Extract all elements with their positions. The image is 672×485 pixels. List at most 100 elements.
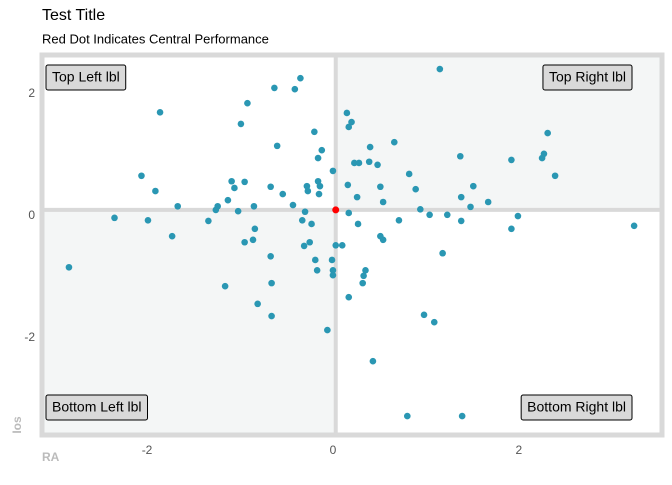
- point: [144, 216, 152, 224]
- point: [251, 225, 259, 233]
- x-tick-label: 2: [516, 443, 523, 457]
- point: [65, 263, 73, 271]
- point: [345, 209, 353, 217]
- point: [353, 193, 361, 201]
- point: [300, 242, 308, 250]
- point: [329, 167, 337, 175]
- point: [484, 198, 492, 206]
- point: [457, 193, 465, 201]
- point: [405, 170, 413, 178]
- quadrant-label-box: [542, 64, 633, 91]
- y-tick-label: 2: [28, 86, 35, 100]
- point: [249, 236, 257, 244]
- x-tick-label: -2: [142, 443, 153, 457]
- quadrant-label: Bottom Left lbl: [45, 394, 148, 421]
- point: [374, 161, 381, 169]
- point: [457, 217, 465, 225]
- point: [630, 222, 638, 230]
- point: [304, 187, 312, 195]
- point: [267, 183, 274, 191]
- quadrant-label-text: Top Left lbl: [52, 69, 120, 85]
- point: [377, 183, 384, 191]
- point: [329, 267, 337, 274]
- point: [390, 138, 398, 146]
- point: [298, 216, 306, 224]
- y-axis-label: Ios: [10, 416, 24, 434]
- point: [303, 182, 311, 190]
- point: [354, 220, 362, 228]
- point: [306, 238, 314, 246]
- quadrant-label-text: Bottom Left lbl: [52, 399, 142, 415]
- quadrant-label-box: [45, 64, 127, 91]
- point: [241, 238, 248, 246]
- point: [314, 154, 322, 162]
- x-axis-label: RA: [42, 450, 60, 464]
- point: [538, 154, 546, 162]
- center-point: [332, 206, 340, 214]
- quadrant-label-text: Top Right lbl: [549, 69, 626, 85]
- quadrant-label: Top Left lbl: [45, 64, 127, 91]
- x-tick-label: 0: [330, 443, 337, 457]
- point: [362, 267, 369, 274]
- point: [311, 256, 319, 264]
- point: [365, 158, 373, 166]
- point: [241, 178, 248, 186]
- point: [351, 159, 358, 167]
- point: [224, 196, 232, 204]
- point: [324, 326, 331, 334]
- point: [174, 202, 182, 210]
- quadrant-label-text: Bottom Right lbl: [527, 399, 626, 415]
- point: [332, 242, 340, 249]
- y-tick-label: -2: [24, 330, 35, 344]
- point: [138, 172, 145, 180]
- point: [168, 232, 176, 240]
- point: [467, 203, 474, 211]
- point: [329, 271, 337, 279]
- quadrant-label-box: [520, 394, 633, 421]
- point: [420, 311, 428, 319]
- point: [152, 187, 159, 195]
- quadrant-label: Bottom Right lbl: [520, 394, 633, 421]
- point: [551, 172, 559, 180]
- point: [254, 300, 261, 308]
- point: [234, 207, 242, 215]
- point: [111, 214, 118, 222]
- point: [301, 208, 309, 216]
- point: [379, 236, 387, 244]
- point: [231, 184, 238, 192]
- point: [297, 74, 304, 82]
- y-tick-label: 0: [28, 208, 35, 222]
- point: [221, 282, 229, 290]
- point: [404, 412, 411, 420]
- point: [345, 293, 353, 301]
- point: [379, 198, 387, 206]
- point: [156, 109, 164, 116]
- point: [359, 279, 366, 287]
- point: [271, 84, 278, 92]
- quadrant-label-box: [45, 394, 148, 421]
- point: [338, 242, 346, 249]
- point: [417, 206, 424, 213]
- point: [345, 123, 353, 131]
- point: [291, 85, 299, 93]
- point: [313, 267, 321, 274]
- chart-subtitle: Red Dot Indicates Central Performance: [42, 31, 269, 46]
- point: [348, 118, 355, 126]
- point: [344, 181, 352, 189]
- point: [237, 120, 245, 128]
- point: [366, 143, 374, 151]
- point: [412, 185, 419, 193]
- point: [328, 256, 336, 264]
- point: [443, 211, 451, 219]
- chart-title: Test Title: [42, 7, 105, 24]
- point: [508, 225, 515, 233]
- point: [360, 272, 367, 280]
- point: [244, 99, 251, 107]
- point: [395, 216, 403, 224]
- point: [439, 249, 446, 257]
- point: [508, 156, 515, 164]
- point: [268, 312, 275, 320]
- point: [279, 190, 287, 198]
